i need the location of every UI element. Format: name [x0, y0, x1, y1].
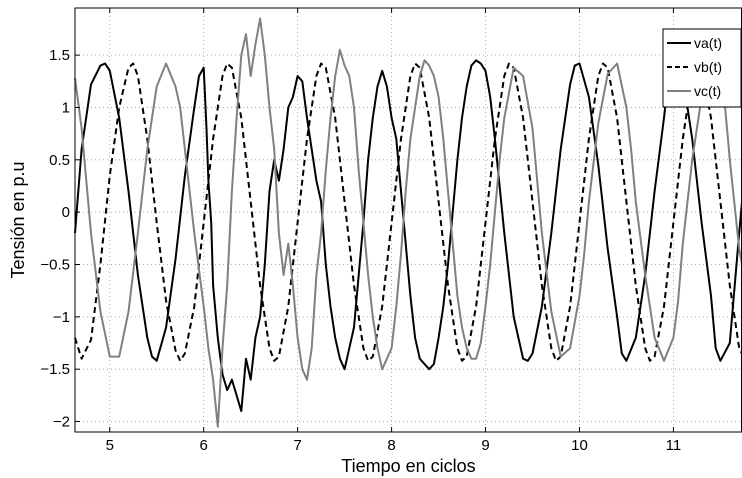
x-tick-label: 7: [293, 437, 301, 454]
x-tick-label: 6: [200, 437, 208, 454]
legend-label: vc(t): [694, 83, 721, 99]
y-tick-label: −2: [53, 414, 70, 431]
x-tick-label: 11: [666, 437, 682, 454]
y-axis-label: Tensión en p.u: [8, 161, 28, 278]
series-line-1: [74, 59, 742, 413]
legend-label: vb(t): [694, 59, 722, 75]
x-axis-label: Tiempo en ciclos: [341, 456, 475, 476]
y-tick-label: −0.5: [40, 256, 70, 273]
series-layer: [74, 17, 742, 428]
grid: [75, 8, 742, 432]
series-line-2: [74, 62, 742, 362]
y-tick-label: 1: [62, 99, 70, 116]
x-tick-label: 10: [571, 437, 588, 454]
series-line-3: [74, 17, 742, 428]
y-tick-label: 1.5: [49, 47, 70, 64]
y-tick-label: 0.5: [49, 152, 70, 169]
legend: va(t) vb(t) vc(t): [662, 28, 742, 108]
x-tick-label: 5: [106, 437, 114, 454]
y-tick-label: −1.5: [40, 361, 70, 378]
x-tick-label: 8: [387, 437, 395, 454]
ticks: 5 6 7 8 9 10 11 −2 −1.5 −1 −0.5 0 0.5 1 1.5: [40, 8, 681, 454]
plot-frame: [74, 7, 742, 433]
legend-label: va(t): [694, 35, 722, 51]
y-tick-label: −1: [53, 309, 70, 326]
y-tick-label: 0: [62, 204, 70, 221]
x-tick-label: 9: [481, 437, 489, 454]
